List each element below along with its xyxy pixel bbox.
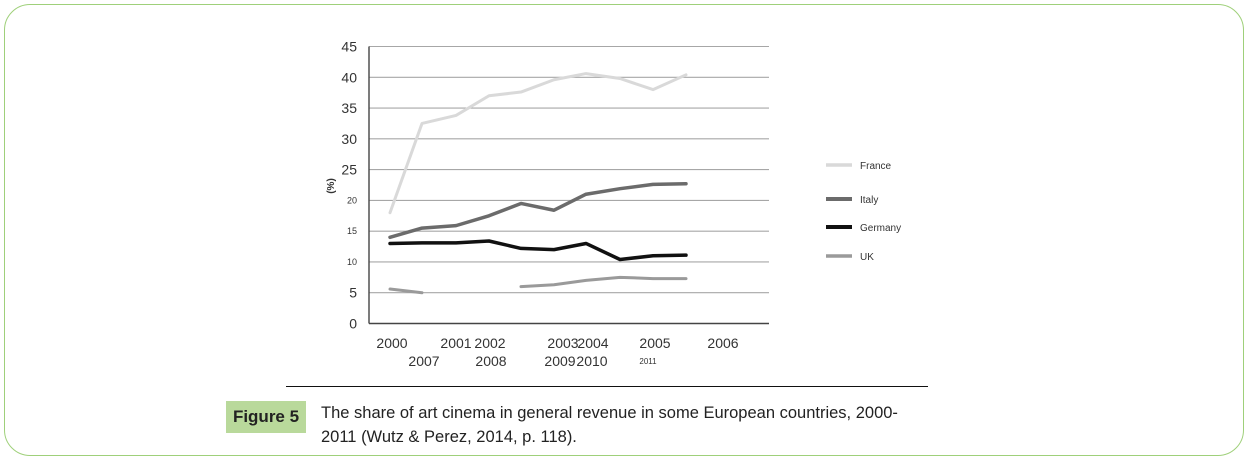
y-tick-label: 25 xyxy=(341,162,357,178)
x-tick-label: 2007 xyxy=(408,353,439,369)
y-tick-label: 20 xyxy=(347,195,357,205)
series-line-france xyxy=(388,72,688,215)
series-line-germany xyxy=(388,239,688,262)
x-tick-label: 2004 xyxy=(577,335,608,351)
x-tick-label: 2005 xyxy=(639,335,670,351)
legend-label-germany: Germany xyxy=(860,223,901,234)
caption-line-1: The share of art cinema in general reven… xyxy=(321,404,898,422)
x-tick-label: 2010 xyxy=(576,353,607,369)
y-tick-label: 35 xyxy=(341,100,357,116)
y-tick-label: 30 xyxy=(341,131,357,147)
y-tick-label: 40 xyxy=(341,69,357,85)
y-tick-label: 5 xyxy=(349,285,357,301)
x-tick-label: 2009 xyxy=(544,353,575,369)
y-axis-label: (%) xyxy=(326,178,337,194)
caption-rule xyxy=(286,386,928,387)
x-tick-label: 2008 xyxy=(475,353,506,369)
x-tick-label: 2011 xyxy=(639,357,657,366)
x-tick-label: 2003 xyxy=(547,335,578,351)
y-tick-label: 15 xyxy=(347,226,357,236)
y-tick-label: 0 xyxy=(349,316,357,332)
caption-line-2: 2011 (Wutz & Perez, 2014, p. 118). xyxy=(321,428,577,446)
figure-caption: The share of art cinema in general reven… xyxy=(321,401,1001,449)
x-tick-label: 2002 xyxy=(474,335,505,351)
series-line-italy xyxy=(388,182,688,240)
figure-frame xyxy=(4,4,1244,456)
series-line-uk xyxy=(388,287,424,295)
legend-label-italy: Italy xyxy=(860,195,878,206)
series-line-uk xyxy=(519,275,688,289)
legend-label-uk: UK xyxy=(860,252,874,263)
figure-label: Figure 5 xyxy=(226,401,306,433)
y-tick-label: 45 xyxy=(341,39,357,55)
x-tick-label: 2000 xyxy=(376,335,407,351)
legend-label-france: France xyxy=(860,161,892,172)
x-tick-label: 2001 xyxy=(440,335,471,351)
x-tick-label: 2006 xyxy=(707,335,738,351)
y-tick-label: 10 xyxy=(347,257,357,267)
